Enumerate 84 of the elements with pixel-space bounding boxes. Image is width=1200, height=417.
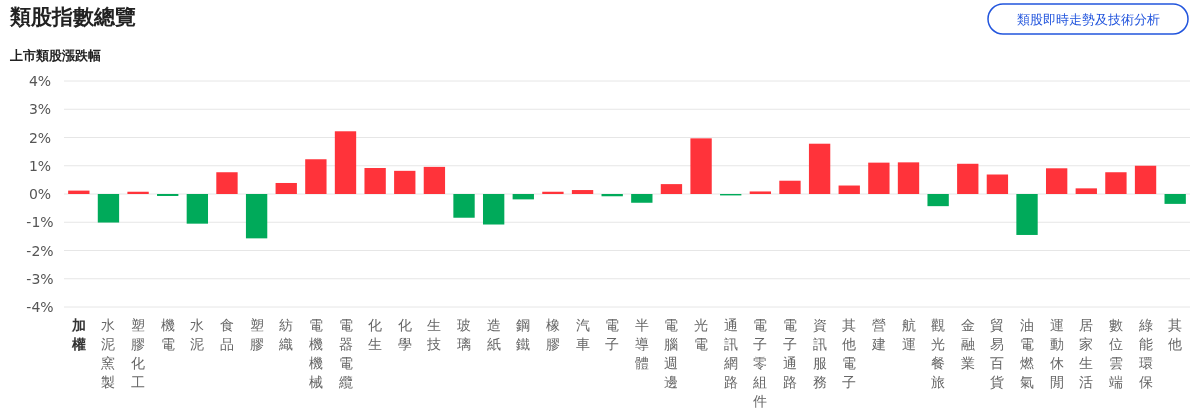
bar	[186, 194, 209, 224]
bar	[1134, 165, 1157, 194]
x-tick-label: 觀光餐旅	[931, 317, 946, 390]
bar	[1016, 194, 1038, 235]
x-tick-label: 資訊服務	[812, 317, 827, 390]
x-tick-label: 光電	[694, 317, 709, 352]
y-tick-label: 2%	[28, 129, 52, 146]
x-tick-label: 鋼鐵	[516, 317, 531, 352]
x-tick-label: 橡膠	[545, 317, 560, 352]
x-tick-label: 玻璃	[457, 317, 472, 352]
bar	[216, 172, 238, 194]
bar	[897, 162, 920, 194]
x-tick-label: 紡織	[278, 317, 294, 352]
x-tick-label: 金融業	[960, 317, 975, 371]
x-tick-label: 電子	[605, 317, 620, 352]
y-tick-label: -4%	[26, 299, 54, 315]
chart-title: 類股指數總覽	[9, 5, 136, 29]
x-tick-label: 塑膠	[249, 317, 264, 352]
bar	[808, 143, 831, 194]
x-tick-label: 其他	[1168, 317, 1183, 352]
bar	[779, 180, 801, 194]
bar	[631, 194, 653, 203]
bar	[275, 182, 297, 194]
y-tick-label: 4%	[28, 73, 52, 89]
y-tick-label: 1%	[28, 157, 52, 174]
bar	[423, 166, 446, 194]
x-tick-label: 水泥窯製	[101, 317, 116, 390]
x-tick-label: 食品	[219, 317, 234, 352]
bar	[690, 138, 712, 194]
x-tick-label: 加權	[70, 317, 86, 352]
bar	[749, 191, 772, 194]
x-tick-label: 造紙	[486, 317, 501, 352]
bar	[305, 159, 327, 194]
y-axis-title: 上市類股漲跌幅	[9, 48, 101, 63]
y-tick-label: -2%	[26, 242, 54, 259]
x-tick-label: 水泥	[190, 317, 205, 352]
y-tick-label: 3%	[28, 101, 52, 118]
x-tick-label: 塑膠化工	[131, 317, 146, 390]
bar	[838, 185, 860, 194]
x-tick-label: 化生	[368, 317, 383, 352]
bar	[957, 163, 979, 194]
bar	[394, 170, 416, 194]
bar	[453, 194, 475, 218]
x-tick-label: 油電燃氣	[1020, 317, 1035, 390]
x-tick-label: 運動休閒	[1049, 317, 1064, 390]
bar	[1075, 188, 1097, 194]
x-tick-label: 汽車	[575, 317, 590, 352]
x-tick-label: 生技	[426, 317, 442, 352]
x-tick-label: 航運	[901, 317, 916, 352]
x-tick-label: 居家生活	[1079, 317, 1094, 390]
x-tick-label: 機電	[160, 317, 175, 352]
bar	[1105, 172, 1127, 194]
x-tick-label: 其他電子	[842, 317, 857, 390]
bar	[482, 194, 505, 225]
y-tick-label: -1%	[26, 214, 54, 231]
bar	[1045, 168, 1068, 194]
bar	[571, 190, 594, 194]
x-tick-label: 電器電纜	[337, 317, 353, 390]
bar	[1164, 194, 1186, 204]
bar	[334, 131, 357, 194]
x-tick-label: 通訊網路	[722, 317, 738, 390]
x-tick-label: 數位雲端	[1108, 317, 1123, 390]
bar	[97, 194, 120, 223]
bar	[986, 174, 1009, 194]
x-tick-label: 營建	[870, 317, 886, 352]
bar	[927, 194, 949, 207]
x-tick-label: 化學	[397, 317, 412, 352]
bar	[512, 194, 534, 200]
y-tick-label: -3%	[26, 270, 54, 287]
x-tick-label: 貿易百貨	[990, 317, 1005, 390]
bar	[660, 184, 683, 194]
x-tick-label: 電腦週邊	[664, 317, 679, 390]
bar	[868, 162, 890, 194]
y-tick-label: 0%	[28, 186, 52, 202]
x-tick-label: 電子零組件	[752, 317, 768, 409]
x-tick-label: 半導體	[634, 317, 649, 371]
button: 類股即時走勢及技術分析	[987, 3, 1189, 35]
bar	[127, 191, 149, 194]
x-tick-label: 電機機械	[308, 317, 323, 390]
bar	[245, 194, 268, 239]
bar	[364, 168, 386, 194]
x-tick-label: 電子通路	[782, 317, 797, 390]
x-tick-label: 綠能環保	[1137, 317, 1153, 390]
bar	[542, 191, 564, 194]
